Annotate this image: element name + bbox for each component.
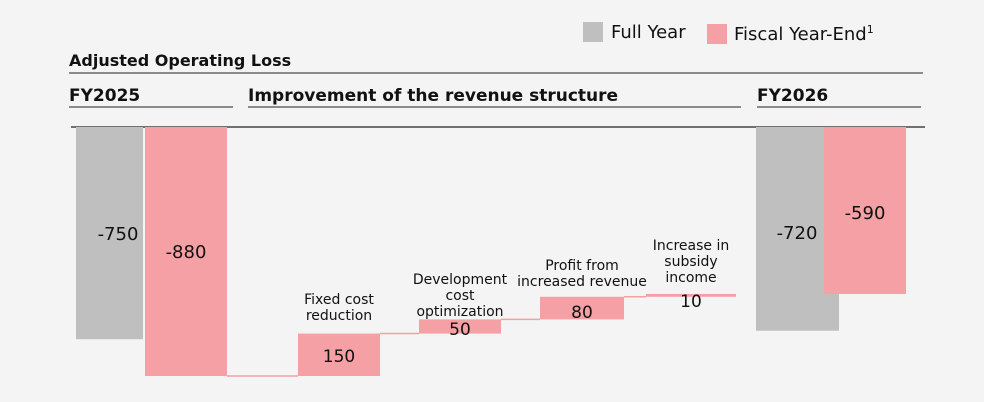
legend-swatch-full-year [583,22,603,42]
step-category-label: Profit from [545,258,619,274]
step-category-label: cost [445,288,475,304]
step-category-label: optimization [416,304,503,320]
total-bar-value-label: -880 [166,242,207,263]
page-title: Adjusted Operating Loss [69,51,291,70]
legend-label-full-year: Full Year [611,22,686,43]
column-header-fy2026: FY2026 [757,86,828,106]
step-bar-4 [646,293,736,297]
step-bar-value-label: 150 [323,347,355,367]
total-bar-value-label: -720 [777,223,818,244]
legend-swatch-fiscal-year-end [707,24,727,44]
step-category-label: reduction [306,308,372,324]
total-bar-fy2025-fiscal-year-end [145,127,227,376]
legend-label-fiscal-year-end: Fiscal Year-End1 [734,23,874,45]
step-bar-value-label: 50 [449,320,471,340]
step-bar-2 [419,319,501,334]
step-category-label: Fixed cost [304,292,374,308]
step-category-label: Increase in [653,238,729,254]
total-bar-fy2025-full-year [76,127,143,340]
step-category-label: increased revenue [517,274,647,290]
step-category-label: subsidy [664,254,717,270]
total-bar-value-label: -590 [845,203,886,224]
step-category-label: income [665,270,716,286]
step-bar-3 [540,296,624,320]
step-bar-value-label: 10 [680,292,702,312]
step-category-label: Development [413,272,508,288]
total-bar-value-label: -750 [98,224,139,245]
step-bar-value-label: 80 [571,303,593,323]
column-header-improvement: Improvement of the revenue structure [248,86,618,106]
total-bar-fy2026-fiscal-year-end [824,127,906,294]
step-bar-1 [298,333,380,376]
column-header-fy2025: FY2025 [69,86,140,106]
